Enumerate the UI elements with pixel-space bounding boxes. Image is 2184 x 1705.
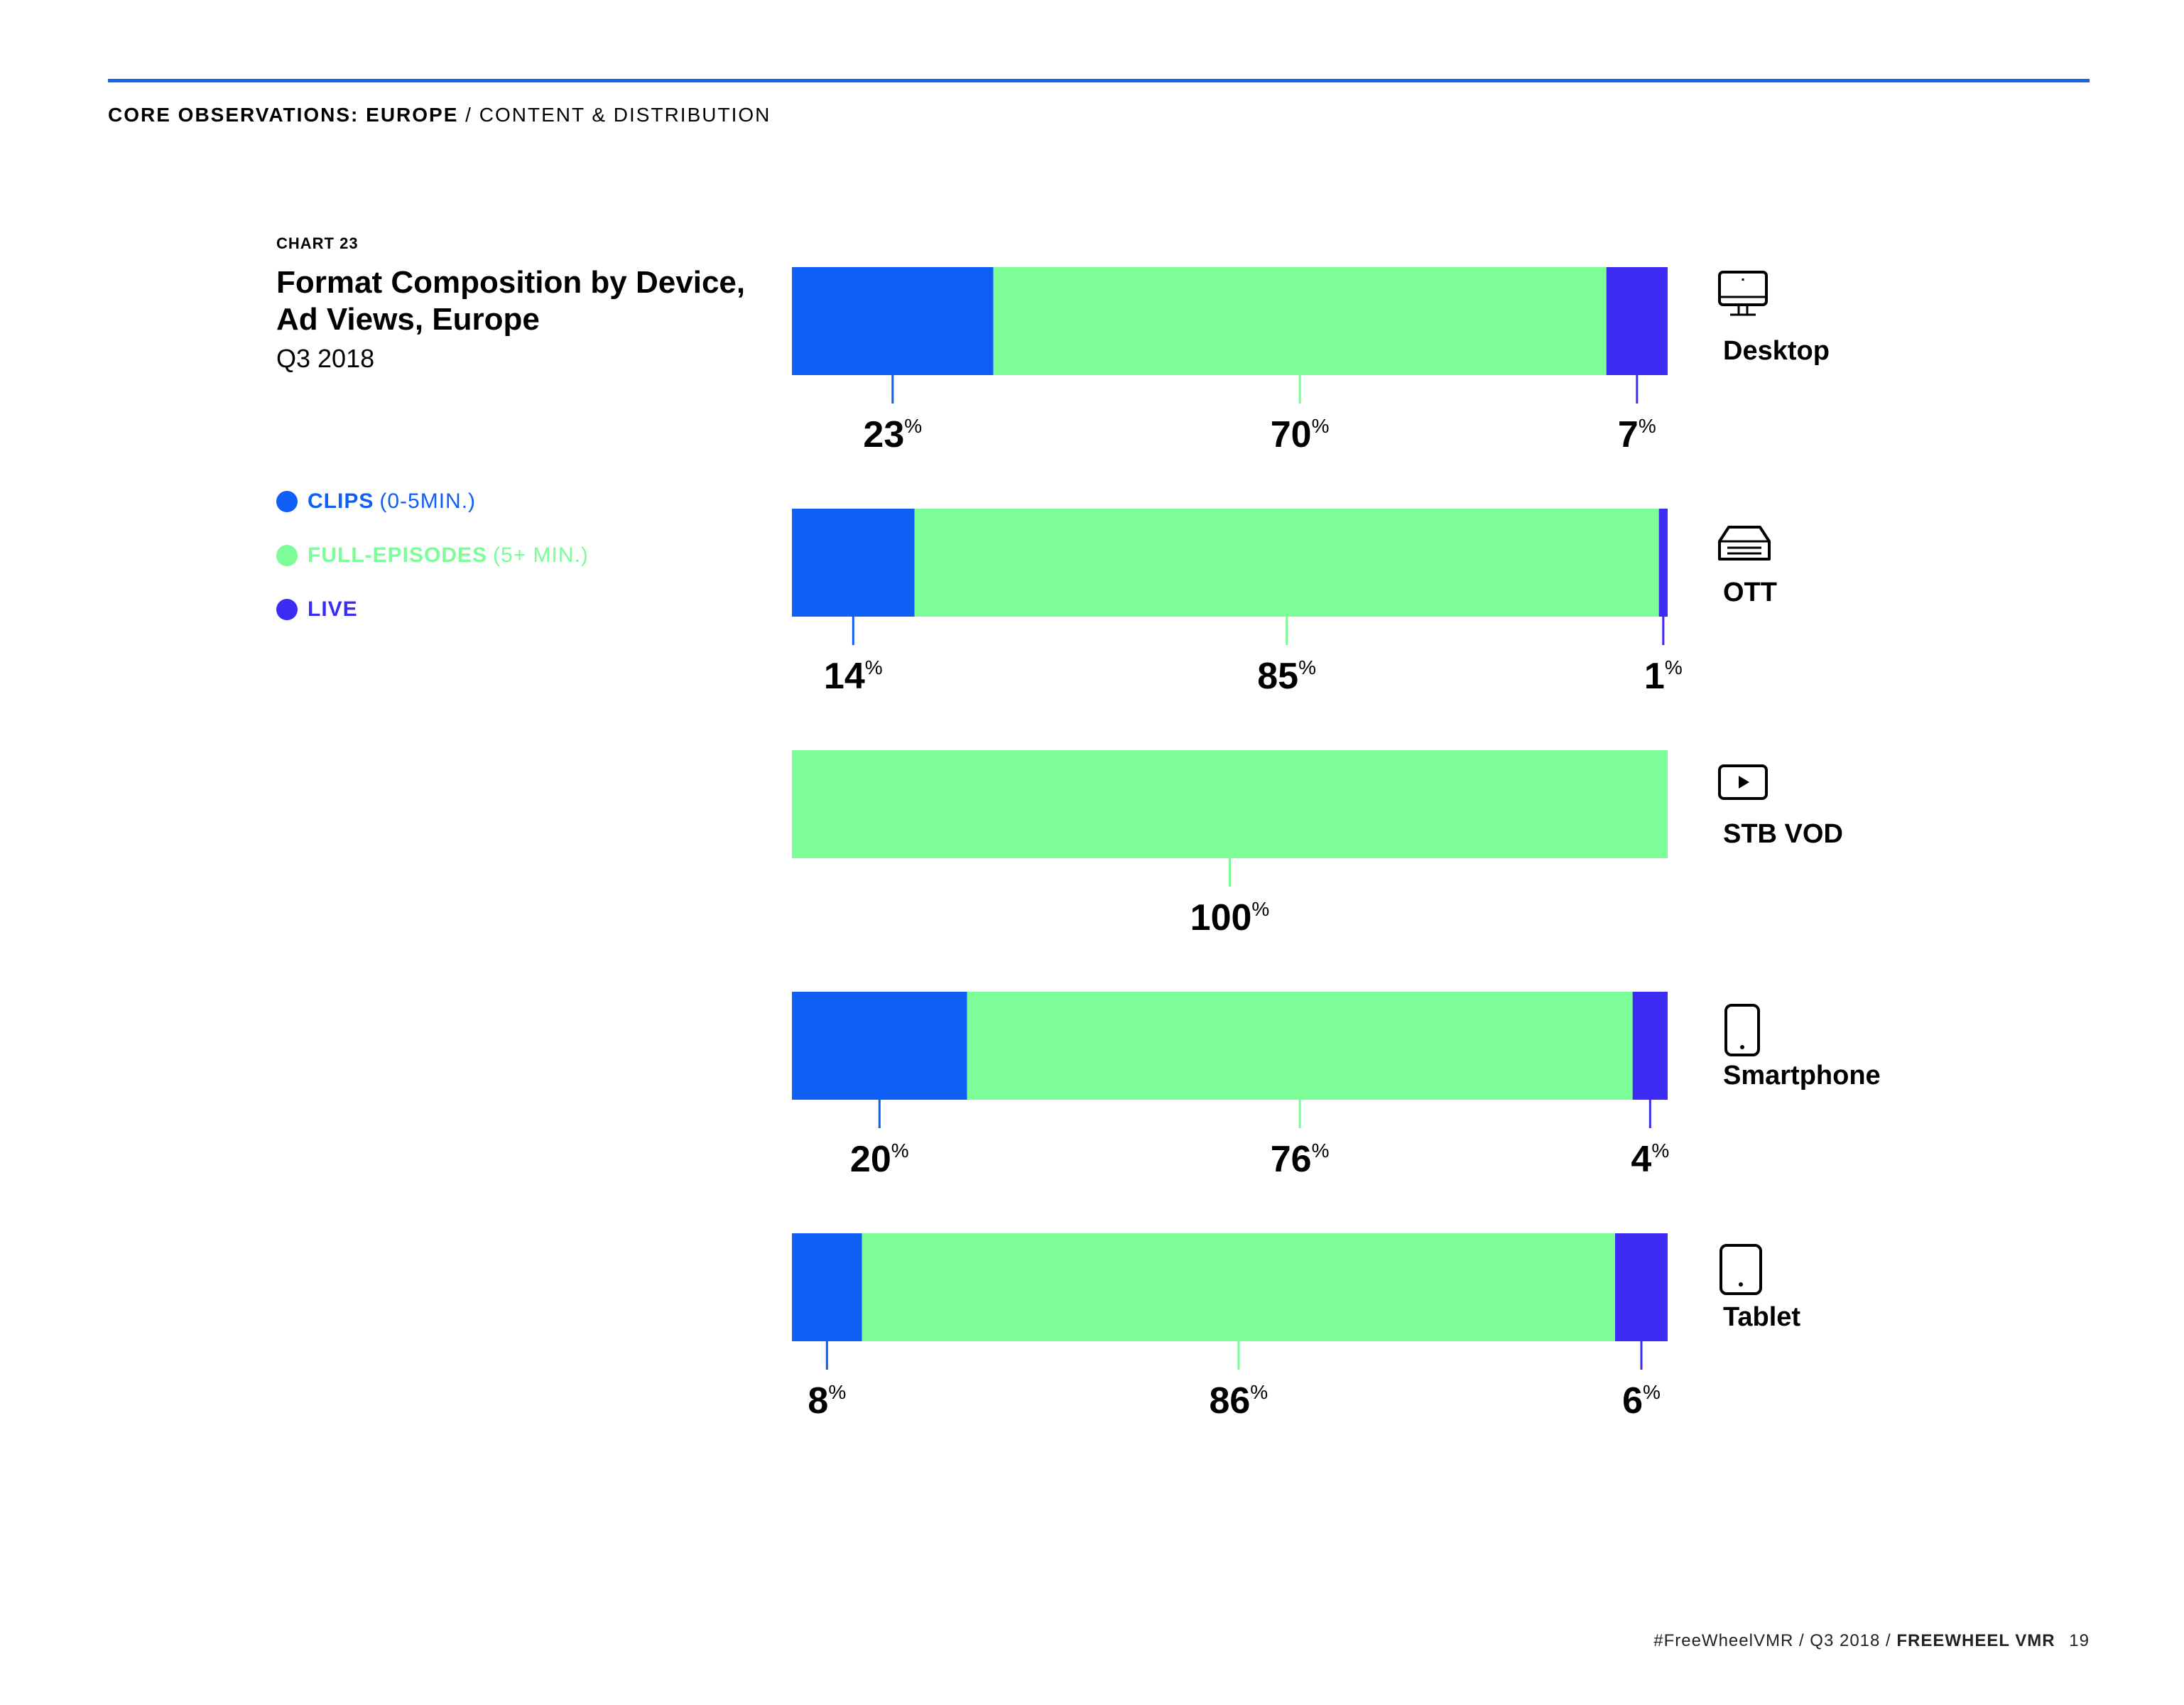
legend-label-live: LIVE xyxy=(308,597,358,621)
legend-sub-full-episodes: (5+ MIN.) xyxy=(493,543,589,567)
bar-ott-live xyxy=(1658,509,1668,617)
legend-dot-full-episodes xyxy=(276,545,298,566)
legend-sub-clips: (0-5MIN.) xyxy=(379,489,477,513)
bar-tablet-full-episodes xyxy=(862,1233,1616,1341)
chart-legend: CLIPS (0-5MIN.) FULL-EPISODES (5+ MIN.) … xyxy=(276,489,589,651)
data-label-smartphone-live: 4% xyxy=(1631,1139,1669,1180)
data-label-tablet-live: 6% xyxy=(1622,1380,1661,1422)
data-label-ott-clips: 14% xyxy=(824,656,883,697)
bar-desktop-full-episodes xyxy=(993,267,1607,375)
footer-sep-2: / xyxy=(1886,1631,1891,1650)
ott-box-icon xyxy=(1718,526,1771,561)
desktop-icon xyxy=(1718,271,1768,316)
data-label-tablet-full-episodes: 86% xyxy=(1209,1380,1268,1422)
data-label-desktop-clips: 23% xyxy=(863,414,922,455)
category-label-stb-vod: STB VOD xyxy=(1723,819,1843,849)
category-label-ott: OTT xyxy=(1723,578,1777,607)
legend-dot-live xyxy=(276,599,298,620)
legend-item-clips: CLIPS (0-5MIN.) xyxy=(276,489,589,514)
legend-label-full-episodes: FULL-EPISODES xyxy=(308,543,488,567)
bar-tablet-live xyxy=(1615,1233,1668,1341)
bar-stb-vod-full-episodes xyxy=(792,750,1668,858)
smartphone-icon xyxy=(1724,1004,1760,1056)
data-label-tablet-clips: 8% xyxy=(808,1380,846,1422)
data-label-stb-vod-full-episodes: 100% xyxy=(1190,897,1270,938)
page-header: CORE OBSERVATIONS: EUROPE / CONTENT & DI… xyxy=(108,104,771,126)
chart-subtitle: Q3 2018 xyxy=(276,344,375,373)
stb-vod-icon xyxy=(1718,764,1768,800)
top-rule xyxy=(108,79,2090,82)
bar-ott-clips xyxy=(792,509,915,617)
bar-tablet-clips xyxy=(792,1233,862,1341)
bar-desktop-clips xyxy=(792,267,994,375)
bar-desktop-live xyxy=(1606,267,1668,375)
header-subsection: CONTENT & DISTRIBUTION xyxy=(479,104,771,126)
footer-sep-1: / xyxy=(1798,1631,1805,1650)
data-label-smartphone-full-episodes: 76% xyxy=(1271,1139,1330,1180)
header-separator: / xyxy=(458,104,479,126)
chart-number: CHART 23 xyxy=(276,234,359,252)
page-footer: #FreeWheelVMR / Q3 2018 / FREEWHEEL VMR … xyxy=(1653,1631,2090,1651)
legend-item-full-episodes: FULL-EPISODES (5+ MIN.) xyxy=(276,543,589,568)
legend-item-live: LIVE xyxy=(276,597,589,622)
bar-smartphone-clips xyxy=(792,992,967,1100)
bar-smartphone-full-episodes xyxy=(967,992,1633,1100)
legend-dot-clips xyxy=(276,491,298,512)
tablet-icon xyxy=(1720,1244,1762,1295)
chart-title: Format Composition by Device, Ad Views, … xyxy=(276,265,746,337)
footer-period: Q3 2018 xyxy=(1810,1631,1881,1650)
data-label-smartphone-clips: 20% xyxy=(850,1139,909,1180)
header-section: CORE OBSERVATIONS: EUROPE xyxy=(108,104,459,126)
bar-smartphone-live xyxy=(1632,992,1668,1100)
data-label-ott-live: 1% xyxy=(1644,656,1683,697)
legend-label-clips: CLIPS xyxy=(308,489,374,513)
footer-page-number: 19 xyxy=(2069,1631,2090,1650)
data-label-desktop-live: 7% xyxy=(1618,414,1656,455)
category-label-desktop: Desktop xyxy=(1723,336,1830,366)
footer-hashtag: #FreeWheelVMR xyxy=(1653,1631,1794,1650)
category-label-tablet: Tablet xyxy=(1723,1302,1800,1332)
data-label-ott-full-episodes: 85% xyxy=(1257,656,1316,697)
data-label-desktop-full-episodes: 70% xyxy=(1271,414,1330,455)
bar-ott-full-episodes xyxy=(914,509,1659,617)
category-label-smartphone: Smartphone xyxy=(1723,1061,1881,1090)
footer-brand: FREEWHEEL VMR xyxy=(1896,1631,2055,1650)
